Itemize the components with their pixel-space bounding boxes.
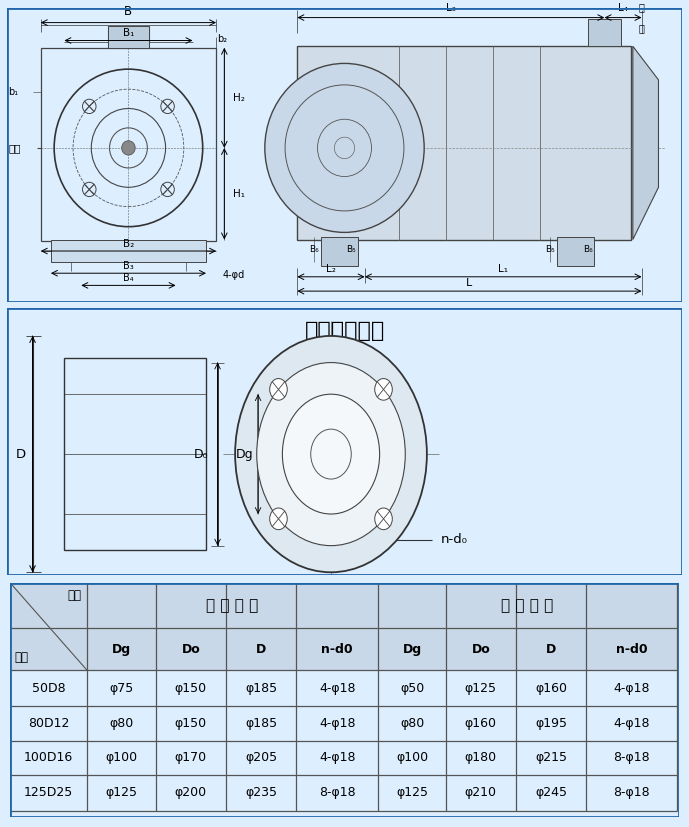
Text: 8-φ18: 8-φ18 <box>614 751 650 764</box>
Text: H₂: H₂ <box>233 93 245 103</box>
Text: H₁: H₁ <box>233 189 245 198</box>
Text: φ125: φ125 <box>105 786 138 800</box>
Text: Dg: Dg <box>402 643 422 656</box>
Text: n-d₀: n-d₀ <box>440 533 467 547</box>
Bar <box>588 19 621 46</box>
Circle shape <box>282 394 380 514</box>
Text: φ200: φ200 <box>175 786 207 800</box>
Text: Dg: Dg <box>112 643 131 656</box>
Text: 4-φ18: 4-φ18 <box>319 681 356 695</box>
Bar <box>64 358 206 550</box>
Text: φ185: φ185 <box>245 681 277 695</box>
Text: 进水: 进水 <box>8 143 21 153</box>
Text: 50D8: 50D8 <box>32 681 65 695</box>
Text: 水: 水 <box>639 23 644 33</box>
Text: φ235: φ235 <box>245 786 277 800</box>
Circle shape <box>375 379 392 400</box>
Text: φ210: φ210 <box>465 786 497 800</box>
Text: Do: Do <box>181 643 200 656</box>
Text: φ100: φ100 <box>396 751 428 764</box>
Text: φ170: φ170 <box>175 751 207 764</box>
Text: φ50: φ50 <box>400 681 424 695</box>
Text: L₁: L₁ <box>498 264 508 274</box>
Bar <box>51 240 206 262</box>
Bar <box>321 237 358 266</box>
Text: D: D <box>546 643 556 656</box>
Text: φ160: φ160 <box>535 681 567 695</box>
Text: φ75: φ75 <box>110 681 134 695</box>
Circle shape <box>375 508 392 529</box>
Text: φ185: φ185 <box>245 717 277 730</box>
Text: 100D16: 100D16 <box>24 751 74 764</box>
Bar <box>10 629 677 671</box>
Text: φ205: φ205 <box>245 751 277 764</box>
Text: φ180: φ180 <box>465 751 497 764</box>
Text: φ245: φ245 <box>535 786 567 800</box>
Text: φ100: φ100 <box>105 751 138 764</box>
Text: 型号: 型号 <box>68 590 82 602</box>
Text: B₁: B₁ <box>123 27 134 37</box>
Bar <box>297 46 632 240</box>
Text: 吸 入 法 兰: 吸 入 法 兰 <box>207 598 258 613</box>
Text: φ195: φ195 <box>535 717 567 730</box>
Text: 4-φ18: 4-φ18 <box>319 751 356 764</box>
Text: 吸入吐出法兰: 吸入吐出法兰 <box>305 321 384 341</box>
Text: 8-φ18: 8-φ18 <box>319 786 356 800</box>
Circle shape <box>269 508 287 529</box>
Text: 4-φ18: 4-φ18 <box>614 681 650 695</box>
Text: B: B <box>125 5 132 17</box>
Text: B₅: B₅ <box>546 245 555 254</box>
Text: 4-φ18: 4-φ18 <box>319 717 356 730</box>
Text: 出: 出 <box>639 2 644 12</box>
Text: b₁: b₁ <box>8 87 19 97</box>
Text: 80D12: 80D12 <box>28 717 70 730</box>
Text: φ150: φ150 <box>175 681 207 695</box>
Text: φ160: φ160 <box>465 717 497 730</box>
Bar <box>557 237 595 266</box>
Circle shape <box>265 64 424 232</box>
Text: 125D25: 125D25 <box>24 786 74 800</box>
Text: D: D <box>256 643 266 656</box>
Text: φ125: φ125 <box>465 681 497 695</box>
Text: D: D <box>15 447 25 461</box>
Text: 4-φ18: 4-φ18 <box>614 717 650 730</box>
Text: b₂: b₂ <box>218 34 227 44</box>
Text: B₃: B₃ <box>123 261 134 271</box>
Bar <box>41 48 216 241</box>
Text: 尺寸: 尺寸 <box>14 651 28 664</box>
Text: L: L <box>466 278 473 289</box>
Text: B₆: B₆ <box>583 245 593 254</box>
Text: φ80: φ80 <box>110 717 134 730</box>
Circle shape <box>257 362 405 546</box>
Text: B₅: B₅ <box>347 245 356 254</box>
Circle shape <box>122 141 135 155</box>
Text: 8-φ18: 8-φ18 <box>614 786 650 800</box>
Text: Do: Do <box>471 643 490 656</box>
Bar <box>10 583 677 629</box>
Polygon shape <box>633 46 659 240</box>
Text: φ125: φ125 <box>396 786 428 800</box>
Text: 吐 出 法 兰: 吐 出 法 兰 <box>502 598 554 613</box>
Text: Dg: Dg <box>236 447 254 461</box>
Text: φ80: φ80 <box>400 717 424 730</box>
Text: L₃: L₃ <box>446 3 456 13</box>
Text: φ150: φ150 <box>175 717 207 730</box>
Text: 4-φd: 4-φd <box>223 270 245 280</box>
Text: B₆: B₆ <box>309 245 319 254</box>
Text: D₀: D₀ <box>194 447 209 461</box>
Text: L₂: L₂ <box>326 264 336 274</box>
Text: L₄: L₄ <box>618 3 628 13</box>
Text: B₂: B₂ <box>123 239 134 249</box>
Bar <box>108 26 149 48</box>
Text: B₄: B₄ <box>123 273 134 283</box>
Circle shape <box>269 379 287 400</box>
Text: φ215: φ215 <box>535 751 567 764</box>
Circle shape <box>235 336 427 572</box>
Text: n-d0: n-d0 <box>321 643 353 656</box>
Text: n-d0: n-d0 <box>616 643 648 656</box>
